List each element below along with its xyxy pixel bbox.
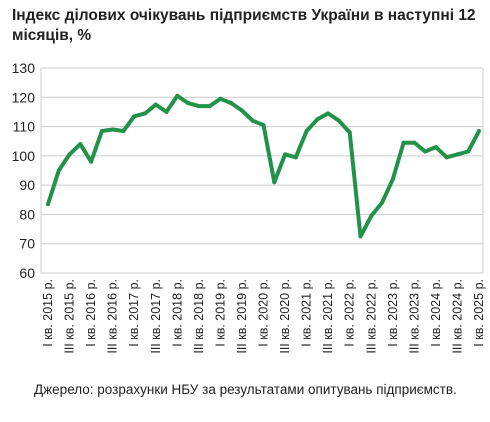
- x-tick-label: I кв. 2017 р.: [127, 279, 141, 347]
- data-point: [455, 152, 460, 157]
- x-tick-label: I кв. 2024 р.: [429, 279, 443, 347]
- x-tick-label: III кв. 2015 р.: [63, 279, 77, 354]
- data-point: [164, 109, 169, 114]
- x-tick-label: III кв. 2021 р.: [321, 279, 335, 354]
- data-point: [477, 128, 481, 133]
- data-point: [186, 101, 191, 106]
- x-tick-label: III кв. 2022 р.: [364, 279, 378, 354]
- data-point: [218, 96, 223, 101]
- x-tick-label: I кв. 2023 р.: [386, 279, 400, 347]
- data-point: [315, 117, 320, 122]
- data-point: [444, 155, 449, 160]
- x-tick-label: III кв. 2016 р.: [106, 279, 120, 354]
- data-point: [423, 149, 428, 154]
- y-tick-label: 60: [19, 265, 35, 281]
- y-tick-label: 110: [13, 119, 36, 135]
- data-point: [110, 127, 115, 132]
- data-point: [412, 140, 417, 145]
- data-point: [121, 128, 126, 133]
- data-point: [142, 111, 147, 116]
- data-point: [293, 155, 298, 160]
- y-tick-label: 100: [12, 148, 36, 164]
- x-tick-label: III кв. 2018 р.: [192, 279, 206, 354]
- data-point: [153, 102, 158, 107]
- y-tick-label: 130: [12, 60, 36, 76]
- data-point: [196, 104, 201, 109]
- data-point: [347, 130, 352, 135]
- x-tick-label: I кв. 2019 р.: [213, 279, 227, 347]
- data-point: [272, 180, 277, 185]
- x-tick-label: I кв. 2018 р.: [170, 279, 184, 347]
- line-chart: 60 70 80 90 100 110 120 130 I кв. 2015 р. III кв…: [12, 60, 486, 354]
- data-point: [46, 202, 50, 207]
- x-tick-label: I кв. 2021 р.: [300, 279, 314, 347]
- y-tick-label: 90: [19, 177, 35, 193]
- x-tick-label: I кв. 2025 р.: [472, 279, 486, 347]
- data-point: [304, 128, 309, 133]
- x-tick-label: III кв. 2024 р.: [450, 279, 464, 354]
- x-tick-label: III кв. 2020 р.: [278, 279, 292, 354]
- data-point: [261, 123, 266, 128]
- data-point: [358, 234, 363, 239]
- series-line: [46, 93, 481, 239]
- y-tick-label: 80: [19, 206, 35, 222]
- x-tick-label: I кв. 2015 р.: [41, 279, 55, 347]
- data-point: [336, 118, 341, 123]
- y-axis-ticks: 60 70 80 90 100 110 120 130: [12, 60, 36, 281]
- data-point: [175, 93, 180, 98]
- data-point: [283, 152, 288, 157]
- y-tick-label: 70: [19, 236, 35, 252]
- data-point: [380, 200, 385, 205]
- series-polyline: [46, 93, 481, 239]
- x-tick-label: III кв. 2017 р.: [149, 279, 163, 354]
- data-point: [67, 152, 72, 157]
- data-point: [78, 142, 83, 147]
- data-point: [369, 213, 374, 218]
- x-tick-label: III кв. 2019 р.: [235, 279, 249, 354]
- data-point: [401, 140, 406, 145]
- x-tick-label: I кв. 2020 р.: [257, 279, 271, 347]
- data-point: [239, 108, 244, 113]
- data-point: [229, 101, 234, 106]
- x-tick-label: I кв. 2016 р.: [84, 279, 98, 347]
- data-point: [132, 114, 137, 119]
- x-tick-label: III кв. 2023 р.: [407, 279, 421, 354]
- data-point: [99, 128, 104, 133]
- y-tick-label: 120: [12, 89, 36, 105]
- grid-lines: [40, 67, 484, 274]
- data-point: [207, 104, 212, 109]
- data-point: [390, 177, 395, 182]
- chart-title: Індекс ділових очікувань підприємств Укр…: [12, 7, 476, 44]
- data-point: [89, 159, 94, 164]
- data-point: [56, 168, 61, 173]
- x-axis-ticks: I кв. 2015 р. III кв. 2015 р. I кв. 2016 р…: [41, 279, 486, 354]
- x-tick-label: I кв. 2022 р.: [343, 279, 357, 347]
- data-point: [250, 118, 255, 123]
- source-note: Джерело: розрахунки НБУ за результатами …: [34, 382, 457, 397]
- data-point: [433, 145, 438, 150]
- data-point: [326, 111, 331, 116]
- data-point: [466, 149, 471, 154]
